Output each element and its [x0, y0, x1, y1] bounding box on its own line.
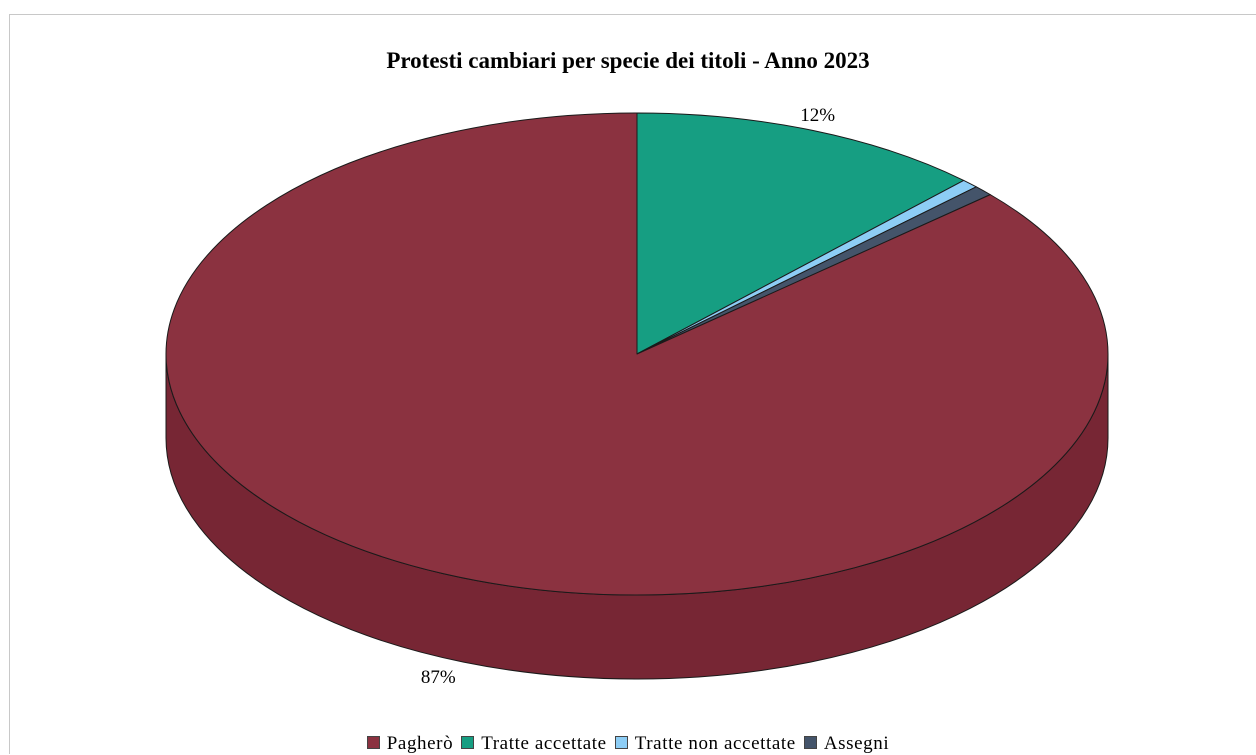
legend-item-tratte-accettate: Tratte accettate [461, 733, 606, 755]
legend-item-tratte-non-accettate: Tratte non accettate [614, 733, 796, 755]
pie-slice-paghero [165, 112, 1109, 596]
data-label-paghero: 87% [421, 667, 456, 688]
legend-swatch [803, 736, 817, 749]
data-labels: 12% 87% [421, 105, 835, 688]
chart-title: Protesti cambiari per specie dei titoli … [386, 48, 870, 73]
legend-label: Tratte non accettate [634, 733, 796, 754]
legend-label: Pagherò [386, 733, 454, 754]
legend-item-assegni: Assegni [803, 733, 890, 755]
legend-label: Assegni [823, 733, 890, 754]
legend: Pagherò Tratte accettate Tratte non accett… [0, 733, 1256, 755]
data-label-tratte-accettate: 12% [800, 105, 835, 126]
legend-swatch [366, 736, 380, 749]
pie-slice-tratte-accettate [636, 112, 965, 355]
legend-swatch [461, 736, 475, 749]
legend-swatch [614, 736, 628, 749]
legend-item-paghero: Pagherò [366, 733, 454, 755]
pie-slices [165, 112, 1109, 596]
legend-label: Tratte accettate [481, 733, 607, 754]
